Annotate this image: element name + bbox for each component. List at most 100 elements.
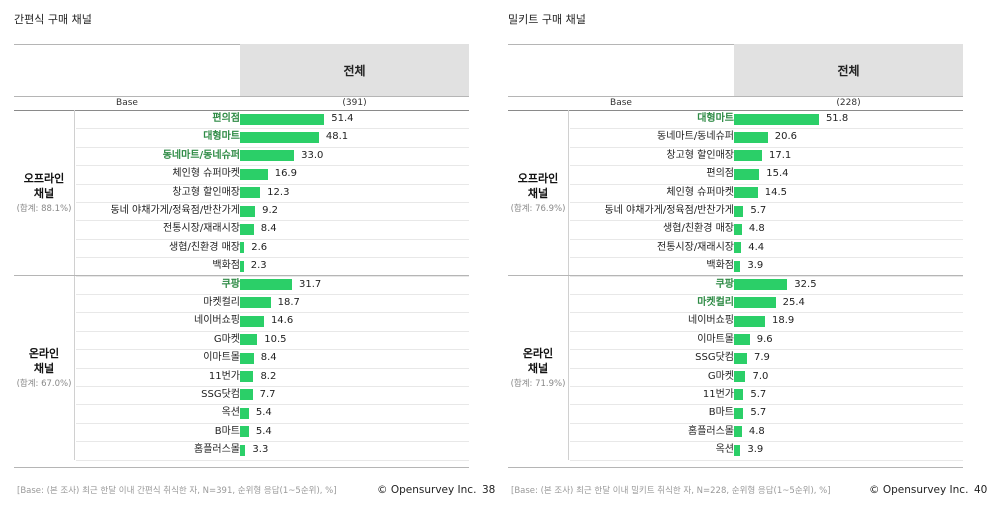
category-label: G마켓 — [707, 370, 734, 382]
group-name: 채널 — [527, 362, 549, 376]
group-name: 채널 — [33, 187, 55, 201]
bar-row: 생협/친환경 매장 2.6 — [76, 239, 469, 259]
category-label: 전통시장/재래시장 — [657, 241, 734, 253]
category-label: 편의점 — [706, 168, 734, 180]
bar-row: 체인형 슈퍼마켓 14.5 — [570, 184, 963, 203]
bar — [734, 150, 763, 162]
category-label: 생협/친환경 매장 — [169, 241, 240, 253]
category-label: 동네마트/동네슈퍼 — [162, 149, 240, 161]
value-label: 9.2 — [262, 205, 278, 216]
category-label: 동네 야채가게/정육점/반찬가게 — [110, 205, 240, 216]
group-sum: (합계: 67.0%) — [16, 379, 72, 390]
value-label: 7.9 — [753, 352, 770, 364]
value-label: 20.6 — [774, 131, 798, 143]
bar-row: 백화점 3.9 — [570, 257, 963, 277]
group-separator — [508, 274, 963, 276]
category-label: 홈플러스몰 — [194, 444, 240, 456]
bar-row: 홈플러스몰 3.3 — [76, 441, 469, 461]
bar-row: 백화점 2.3 — [76, 257, 469, 277]
category-label: 홈플러스몰 — [688, 425, 734, 437]
value-label: 33.0 — [301, 149, 324, 161]
base-label: Base — [610, 98, 632, 108]
bar-row: 이마트몰 8.4 — [76, 349, 469, 369]
bar-row: G마켓 10.5 — [76, 331, 469, 351]
bar — [240, 187, 261, 199]
bar-row: 옥션 5.4 — [76, 404, 469, 424]
bar — [240, 242, 245, 254]
page-number: 38 — [482, 484, 496, 496]
bar — [240, 352, 254, 364]
table-bottom-line — [508, 467, 963, 468]
category-label: 쿠팡 — [715, 278, 734, 290]
group-label: 온라인 채널 (합계: 67.0%) — [14, 275, 75, 460]
bar — [734, 315, 765, 327]
bar-row: 전통시장/재래시장 4.4 — [570, 239, 963, 259]
table-bottom-line — [14, 467, 469, 468]
bar-row: G마켓 7.0 — [570, 368, 963, 387]
category-label: 대형마트 — [697, 113, 734, 124]
value-label: 4.4 — [748, 241, 765, 253]
category-label: G마켓 — [213, 333, 240, 345]
bar — [734, 352, 747, 364]
bar — [240, 407, 249, 419]
group-sum: (합계: 76.9%) — [510, 204, 566, 215]
bar — [734, 297, 776, 309]
category-label: 동네 야채가게/정육점/반찬가게 — [604, 205, 734, 216]
base-label: Base — [116, 98, 138, 108]
value-label: 5.7 — [750, 205, 767, 216]
bar-row: 대형마트 51.8 — [570, 110, 963, 130]
category-label: 쿠팡 — [221, 278, 240, 290]
category-label: 창고형 할인매장 — [666, 149, 734, 161]
category-label: 네이버쇼핑 — [688, 315, 734, 327]
value-label: 2.6 — [251, 241, 268, 253]
bar — [240, 279, 292, 291]
value-label: 51.4 — [331, 113, 354, 124]
bar-row: 동네 야채가게/정육점/반찬가게 5.7 — [570, 202, 963, 222]
category-label: 전통시장/재래시장 — [163, 223, 240, 235]
category-label: 체인형 슈퍼마켓 — [666, 186, 734, 198]
bar-row: 창고형 할인매장 12.3 — [76, 184, 469, 203]
channel-group-1: 온라인 채널 (합계: 67.0%) 쿠팡 31.7 마켓컬리 18.7 네이버쇼핑 14.6 G… — [14, 275, 469, 461]
chart-title: 밀키트 구매 채널 — [508, 13, 586, 26]
value-label: 7.0 — [752, 370, 769, 382]
bar — [240, 315, 264, 327]
category-label: 동네마트/동네슈퍼 — [657, 131, 734, 143]
bar-row: 네이버쇼핑 18.9 — [570, 312, 963, 332]
value-label: 8.2 — [260, 370, 277, 382]
footnote: [Base: (본 조사) 최근 한달 이내 밀키트 취식한 자, N=228,… — [511, 486, 831, 496]
footnote: [Base: (본 조사) 최근 한달 이내 간편식 취식한 자, N=391,… — [17, 486, 337, 496]
bar-row: B마트 5.7 — [570, 404, 963, 424]
value-label: 8.4 — [260, 223, 277, 235]
bar-row: 대형마트 48.1 — [76, 128, 469, 148]
bar — [734, 131, 768, 143]
bar — [240, 113, 325, 125]
value-label: 9.6 — [756, 333, 773, 345]
category-label: 옥션 — [221, 407, 240, 419]
category-label: 마켓컬리 — [697, 296, 734, 308]
group-label: 오프라인 채널 (합계: 76.9%) — [508, 110, 569, 276]
bar — [734, 168, 760, 180]
bar — [240, 168, 268, 180]
category-label: 생협/친환경 매장 — [663, 223, 734, 235]
bar-row: 체인형 슈퍼마켓 16.9 — [76, 165, 469, 185]
panel-meal-kit: 밀키트 구매 채널 전체 Base (228) [Base: (본 조사) 최근… — [508, 0, 987, 510]
bar — [240, 444, 246, 456]
value-label: 16.9 — [274, 168, 297, 180]
channel-group-0: 오프라인 채널 (합계: 76.9%) 대형마트 51.8 동네마트/동네슈퍼 20.6 창고… — [508, 110, 963, 277]
group-name: 채널 — [527, 187, 549, 201]
brand-copyright: © Opensurvey Inc. — [377, 484, 477, 496]
bar-row: 생협/친환경 매장 4.8 — [570, 220, 963, 240]
bar-row: 이마트몰 9.6 — [570, 331, 963, 351]
channel-group-0: 오프라인 채널 (합계: 88.1%) 편의점 51.4 대형마트 48.1 동네마트/동네슈… — [14, 110, 469, 277]
bar — [240, 205, 256, 217]
bar — [734, 444, 741, 456]
bar-row: 편의점 15.4 — [570, 165, 963, 185]
category-label: 편의점 — [212, 113, 240, 124]
value-label: 14.6 — [270, 315, 294, 327]
category-label: 백화점 — [706, 260, 734, 272]
bar-row: 옥션 3.9 — [570, 441, 963, 461]
category-label: 백화점 — [212, 260, 240, 272]
value-label: 31.7 — [298, 278, 322, 290]
bar-row: 마켓컬리 25.4 — [570, 294, 963, 314]
bar — [734, 113, 819, 125]
